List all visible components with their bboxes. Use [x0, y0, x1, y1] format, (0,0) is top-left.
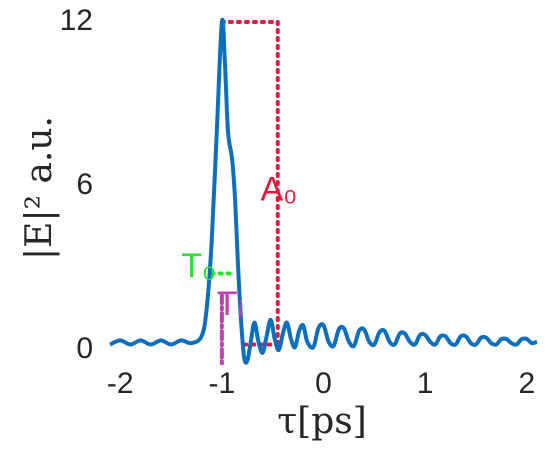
x-tick-label: -1	[209, 367, 236, 400]
annotation: Tᵢ	[217, 285, 243, 323]
y-tick-label: 12	[60, 4, 93, 37]
x-tick-label: 2	[518, 367, 535, 400]
annotation: T₀	[181, 247, 216, 285]
data-line	[109, 17, 538, 365]
x-axis-label: τ[ps]	[277, 401, 367, 442]
x-tick-label: -2	[107, 367, 134, 400]
annotation: A₀	[261, 170, 298, 208]
y-axis-label: |E|² a.u.	[19, 116, 60, 260]
x-tick-label: 0	[315, 367, 332, 400]
y-tick-label: 6	[76, 168, 93, 201]
y-tick-label: 0	[76, 332, 93, 365]
x-tick-label: 1	[417, 367, 434, 400]
